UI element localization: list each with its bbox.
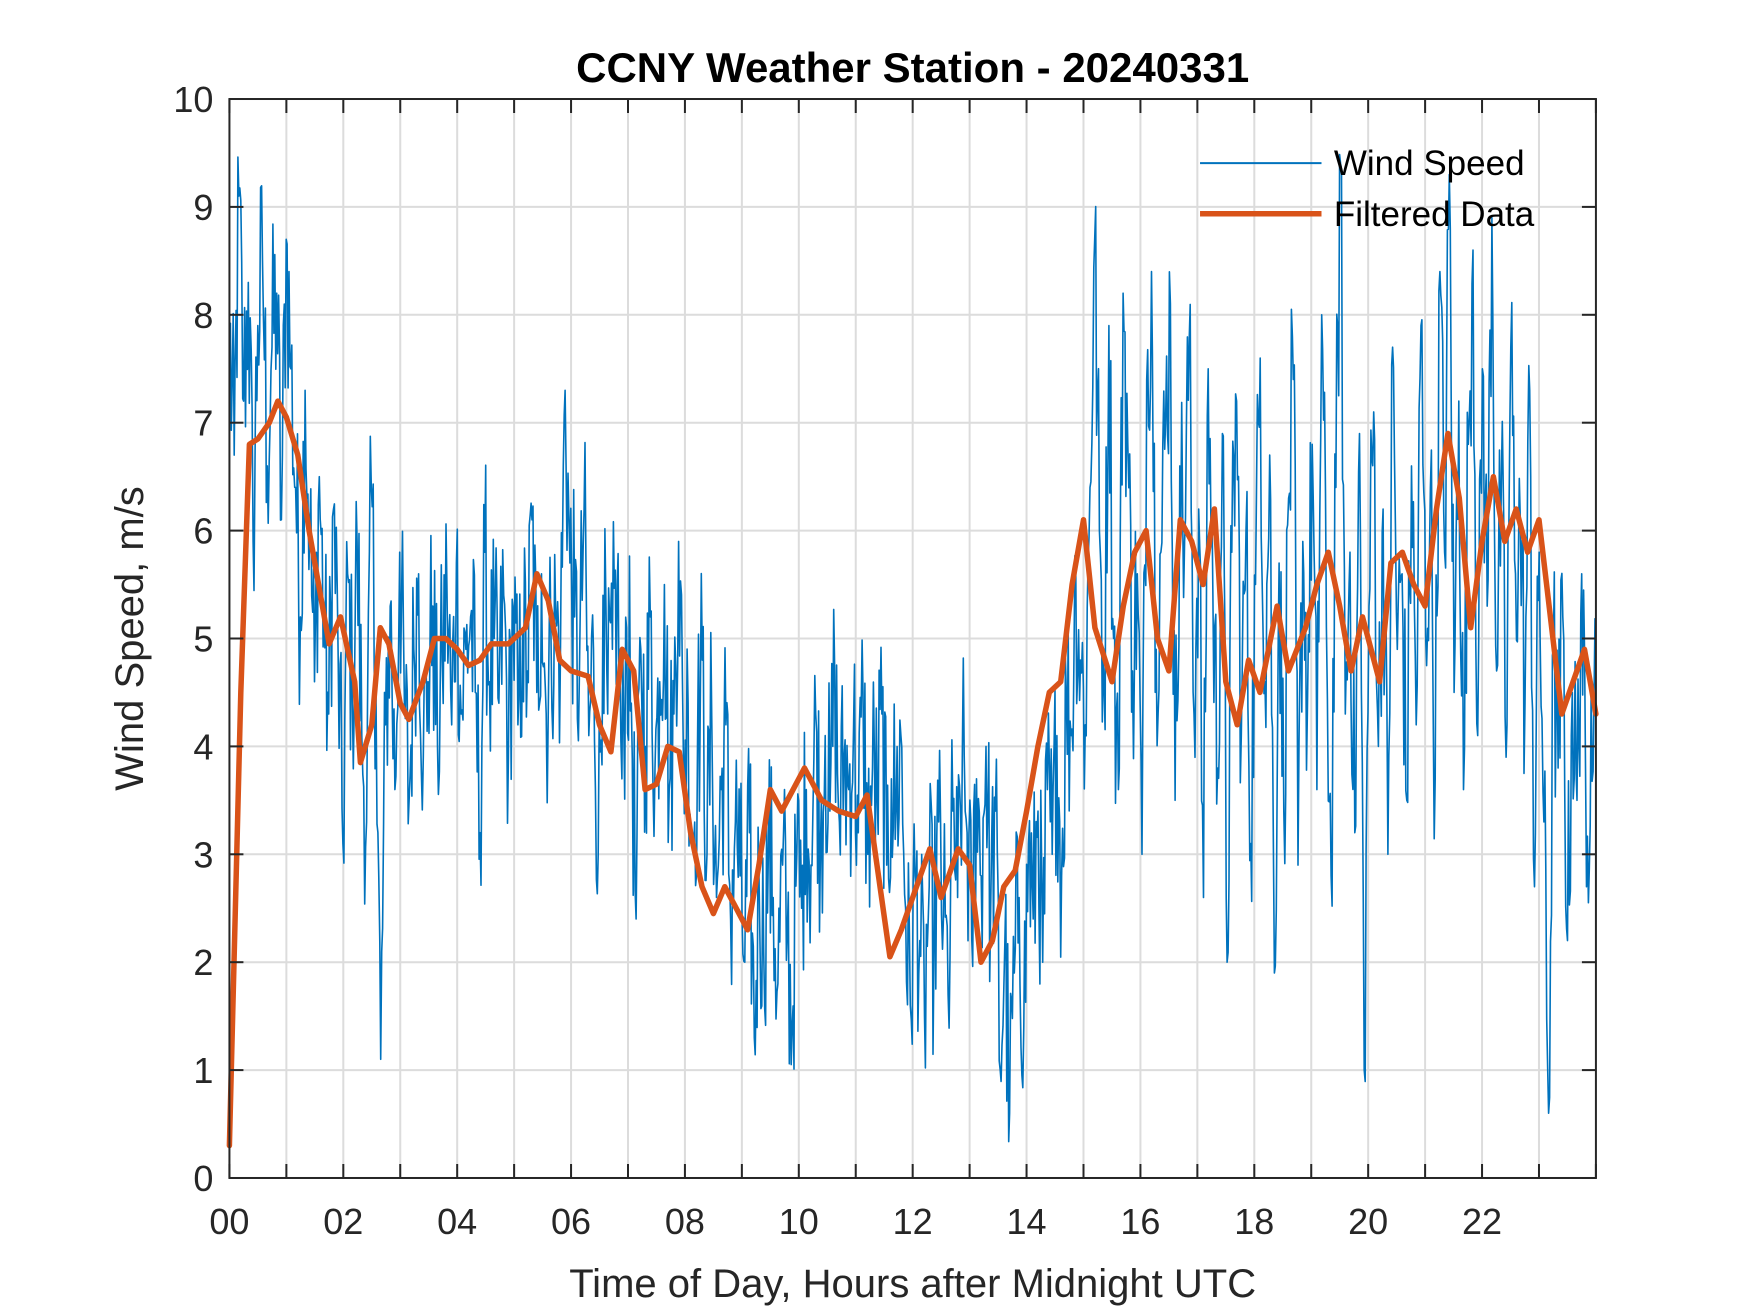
- x-tick-label: 20: [1348, 1201, 1388, 1242]
- grid-lines: [229, 99, 1596, 1178]
- legend-label-filtered-data: Filtered Data: [1334, 195, 1535, 234]
- y-tick-label: 5: [193, 618, 213, 659]
- x-tick-label: 06: [551, 1201, 591, 1242]
- wind-speed-line: [228, 153, 1596, 1143]
- y-tick-label: 10: [173, 79, 213, 120]
- x-tick-label: 10: [779, 1201, 819, 1242]
- x-tick-label: 14: [1007, 1201, 1047, 1242]
- x-tick-label: 22: [1462, 1201, 1502, 1242]
- wind-speed-series: [228, 153, 1596, 1143]
- x-tick-label: 12: [893, 1201, 933, 1242]
- x-tick-label: 08: [665, 1201, 705, 1242]
- filtered-data-series: [226, 398, 1599, 1149]
- y-tick-label: 1: [193, 1050, 213, 1091]
- legend: Wind Speed Filtered Data: [1200, 144, 1535, 234]
- x-axis-label: Time of Day, Hours after Midnight UTC: [569, 1262, 1256, 1306]
- x-tick-labels: 00 02 04 06 08 10 12 14 16 18 20 22: [209, 1201, 1502, 1242]
- axis-ticks: [228, 98, 1597, 1179]
- y-tick-labels: 0 1 2 3 4 5 6 7 8 9 10: [173, 79, 213, 1199]
- y-tick-label: 6: [193, 511, 213, 552]
- x-tick-label: 04: [437, 1201, 477, 1242]
- legend-label-wind-speed: Wind Speed: [1334, 144, 1525, 183]
- y-tick-label: 3: [193, 834, 213, 875]
- x-tick-label: 02: [323, 1201, 363, 1242]
- y-tick-label: 7: [193, 403, 213, 444]
- y-tick-label: 2: [193, 942, 213, 983]
- y-tick-label: 0: [193, 1158, 213, 1199]
- y-tick-label: 4: [193, 726, 213, 767]
- x-tick-label: 18: [1234, 1201, 1274, 1242]
- y-tick-label: 9: [193, 187, 213, 228]
- y-tick-label: 8: [193, 295, 213, 336]
- x-tick-label: 16: [1120, 1201, 1160, 1242]
- x-tick-label: 00: [209, 1201, 249, 1242]
- y-axis-label: Wind Speed, m/s: [108, 486, 152, 791]
- chart-title: CCNY Weather Station - 20240331: [576, 44, 1249, 91]
